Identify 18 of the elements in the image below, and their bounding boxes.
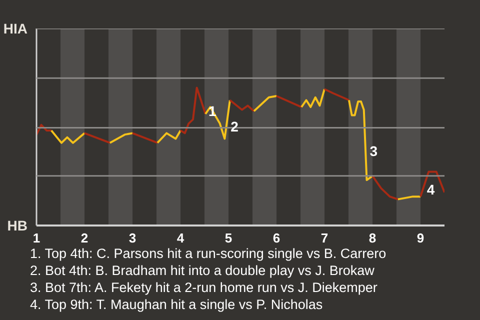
x-tick-label: 6	[272, 230, 280, 246]
text: 4. Top 9th: T. Maughan hit a single vs P. Nicholas	[30, 297, 323, 312]
text: HIA	[3, 20, 28, 36]
x-tick-label: 2	[80, 230, 88, 246]
x-tick-label: 5	[224, 230, 232, 246]
annotation: 2	[230, 118, 239, 134]
text: 1. Top 4th: C. Parsons hit a run-scoring single vs B. Carrero	[30, 246, 386, 261]
x-tick-label: 9	[416, 230, 424, 246]
text: HB	[7, 218, 28, 234]
text: 2. Bot 4th: B. Bradham hit into a double play vs J. Brokaw	[30, 263, 374, 278]
text: 3. Bot 7th: A. Fekety hit a 2-run home run vs J. Diekemper	[30, 280, 378, 295]
annotation: 3	[370, 143, 378, 160]
x-tick-label: 8	[368, 230, 376, 246]
x-tick-label: 7	[320, 230, 328, 246]
x-tick-label: 1	[32, 230, 40, 246]
annotation: 4	[426, 182, 435, 198]
x-tick-label: 4	[176, 230, 185, 246]
x-tick-label: 3	[128, 230, 136, 246]
